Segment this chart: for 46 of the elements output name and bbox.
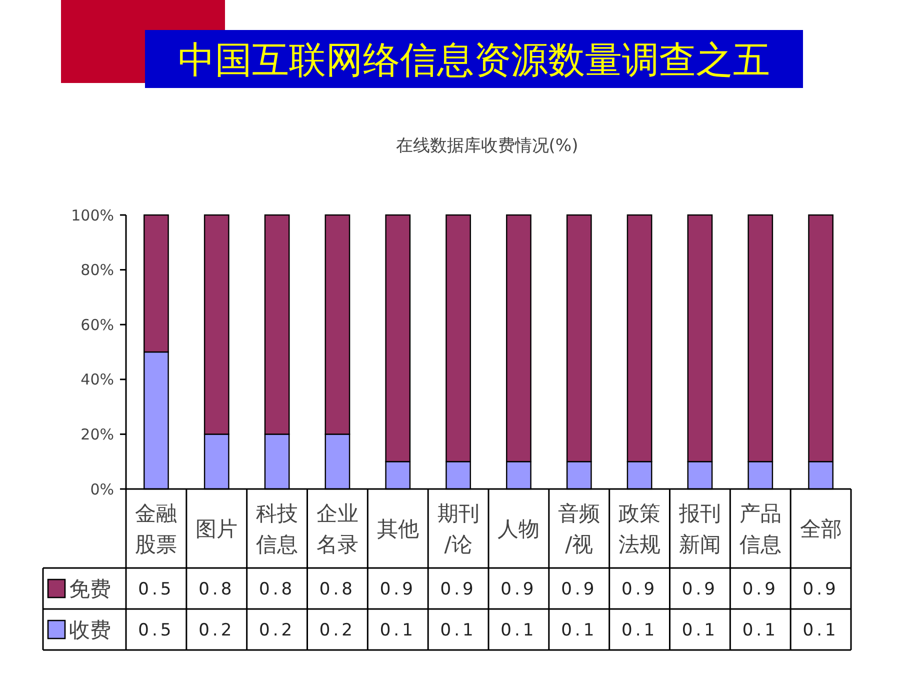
x-tick-label: 企业名录 [316,501,358,556]
x-tick-label: 金融股票 [135,501,178,556]
x-tick-label: 报刊新闻 [678,501,721,556]
data-label: 0.1 [622,620,658,640]
x-tick-label: 政策法规 [618,501,661,556]
data-label: 0.9 [802,579,839,600]
data-label: 0.9 [622,579,658,600]
legend-label: 免费 [69,576,111,601]
data-label: 0.1 [802,620,839,640]
data-label: 0.5 [138,620,174,640]
data-label: 0.9 [500,579,537,600]
y-tick-label: 20% [80,425,114,444]
data-label: 0.1 [380,620,416,640]
data-label: 0.2 [319,620,356,640]
data-label: 0.1 [742,620,778,640]
legend-label: 收费 [69,618,111,642]
data-label: 0.5 [138,579,174,600]
data-label: 0.1 [500,620,537,640]
y-tick-label: 100% [71,206,114,224]
y-tick-label: 40% [80,370,114,389]
data-label: 0.9 [380,579,416,600]
data-label: 0.2 [259,620,296,640]
data-label: 0.1 [440,620,476,640]
data-label: 0.1 [682,620,718,640]
chart-title: 中国互联网络信息资源数量调查之五 [178,38,770,82]
chart-subtitle: 在线数据库收费情况(%) [396,136,578,156]
x-tick-label: 科技信息 [256,501,298,556]
x-tick-label: 图片 [196,516,238,541]
data-label: 0.9 [742,579,778,600]
x-tick-label: 全部 [800,516,842,541]
data-label: 0.8 [259,579,296,600]
x-tick-label: 音频/视 [558,501,600,556]
x-tick-label: 其他 [376,516,419,541]
x-tick-label: 人物 [498,516,540,541]
data-label: 0.9 [682,579,718,600]
y-tick-label: 60% [80,316,114,334]
x-tick-label: 期刊/论 [437,501,480,556]
data-label: 0.2 [198,620,235,640]
y-tick-label: 0% [90,480,114,498]
x-tick-label: 产品信息 [739,501,782,556]
data-label: 0.9 [440,579,476,600]
data-label: 0.9 [561,579,598,600]
y-tick-label: 80% [80,261,114,280]
data-label: 0.8 [319,579,356,600]
data-label: 0.1 [561,620,598,640]
data-label: 0.8 [198,579,235,600]
